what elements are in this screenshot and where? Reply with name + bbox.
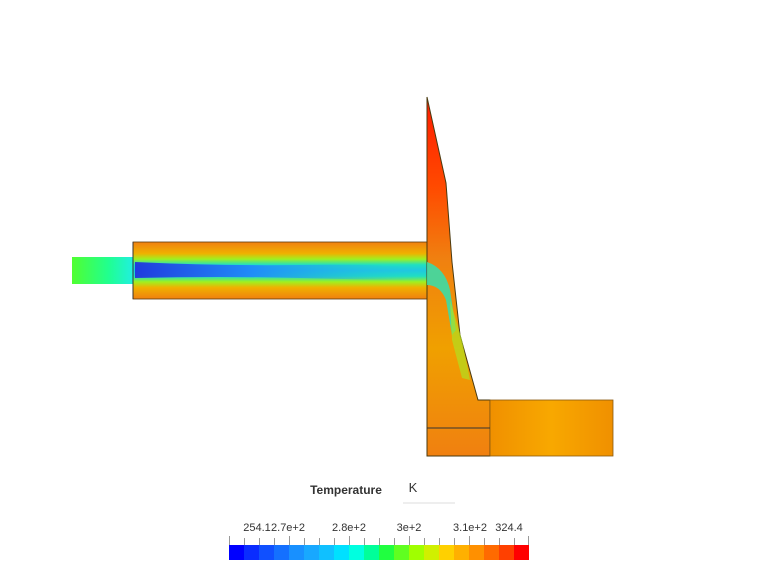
riser <box>426 96 491 457</box>
tick-label: 3.1e+2 <box>453 522 487 534</box>
outlet <box>489 399 614 457</box>
mixing-streak <box>427 262 456 335</box>
legend: Temperature K 254.1 2.7e+2 2.8e+2 3e+2 3… <box>229 480 529 560</box>
mixing-edge <box>450 300 470 380</box>
tick-label: 254.1 <box>243 522 271 534</box>
tick-label: 3e+2 <box>397 522 422 534</box>
tick-label: 2.8e+2 <box>332 522 366 534</box>
inlet <box>72 257 133 284</box>
legend-unit: K <box>409 480 418 495</box>
tick-label: 2.7e+2 <box>271 522 305 534</box>
geometry <box>72 96 614 457</box>
minor-ticks <box>229 536 529 545</box>
tick-label: 324.4 <box>495 522 523 534</box>
legend-title: Temperature <box>310 483 382 497</box>
color-bar <box>229 545 529 560</box>
cold-core <box>135 262 427 280</box>
